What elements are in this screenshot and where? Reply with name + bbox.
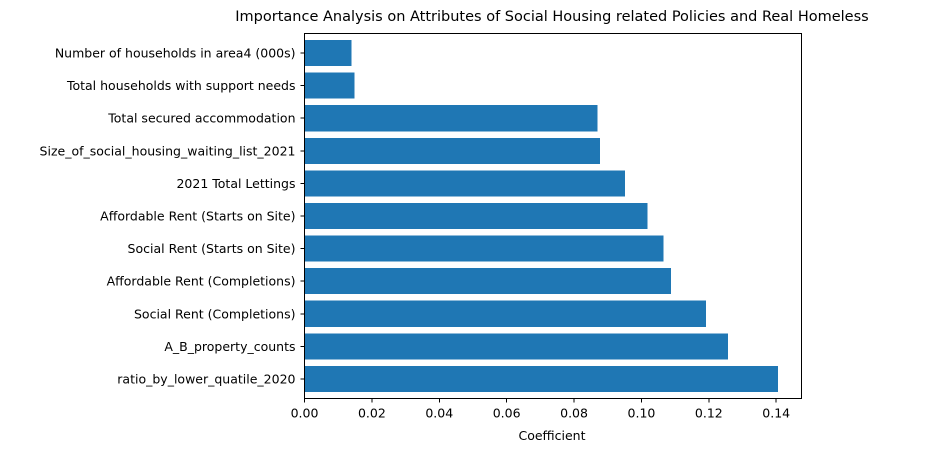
plot-frame <box>304 33 802 399</box>
x-tick-label: 0.14 <box>762 406 790 421</box>
x-axis-label: Coefficient <box>518 428 585 443</box>
x-tick-label: 0.02 <box>358 406 386 421</box>
chart-title: Importance Analysis on Attributes of Soc… <box>235 9 868 25</box>
y-tick-label: Size_of_social_housing_waiting_list_2021 <box>40 143 296 158</box>
x-tick-label: 0.08 <box>560 406 588 421</box>
bar-2 <box>304 300 707 327</box>
y-tick-label: A_B_property_counts <box>164 339 295 354</box>
y-tick-label: ratio_by_lower_quatile_2020 <box>117 371 295 386</box>
bar-8 <box>304 105 598 132</box>
bar-9 <box>304 72 355 99</box>
y-tick-label: 2021 Total Lettings <box>176 176 295 191</box>
y-tick-label: Number of households in area4 (000s) <box>55 46 296 61</box>
y-tick-label: Affordable Rent (Completions) <box>107 274 296 289</box>
y-tick-label: Total secured accommodation <box>107 111 295 126</box>
bar-5 <box>304 202 648 230</box>
bars-group <box>304 40 778 392</box>
y-tick-label: Social Rent (Starts on Site) <box>128 241 296 256</box>
bar-0 <box>304 365 778 392</box>
x-axis-ticks: 0.00 0.02 0.04 0.06 0.08 0.10 0.12 0.14 <box>291 398 790 421</box>
y-axis-ticks: ratio_by_lower_quatile_2020 A_B_property_… <box>40 46 305 386</box>
x-tick-label: 0.04 <box>425 406 453 421</box>
bar-1 <box>304 333 729 360</box>
bar-4 <box>304 235 664 262</box>
y-tick-label: Total households with support needs <box>66 78 296 93</box>
x-tick-label: 0.12 <box>695 406 723 421</box>
y-tick-label: Affordable Rent (Starts on Site) <box>100 209 295 224</box>
bar-3 <box>304 268 672 295</box>
x-tick-label: 0.10 <box>628 406 656 421</box>
x-tick-label: 0.06 <box>493 406 521 421</box>
bar-6 <box>304 170 625 197</box>
x-tick-label: 0.00 <box>291 406 319 421</box>
bar-7 <box>304 137 601 164</box>
bar-10 <box>304 40 352 67</box>
y-tick-label: Social Rent (Completions) <box>134 306 296 321</box>
